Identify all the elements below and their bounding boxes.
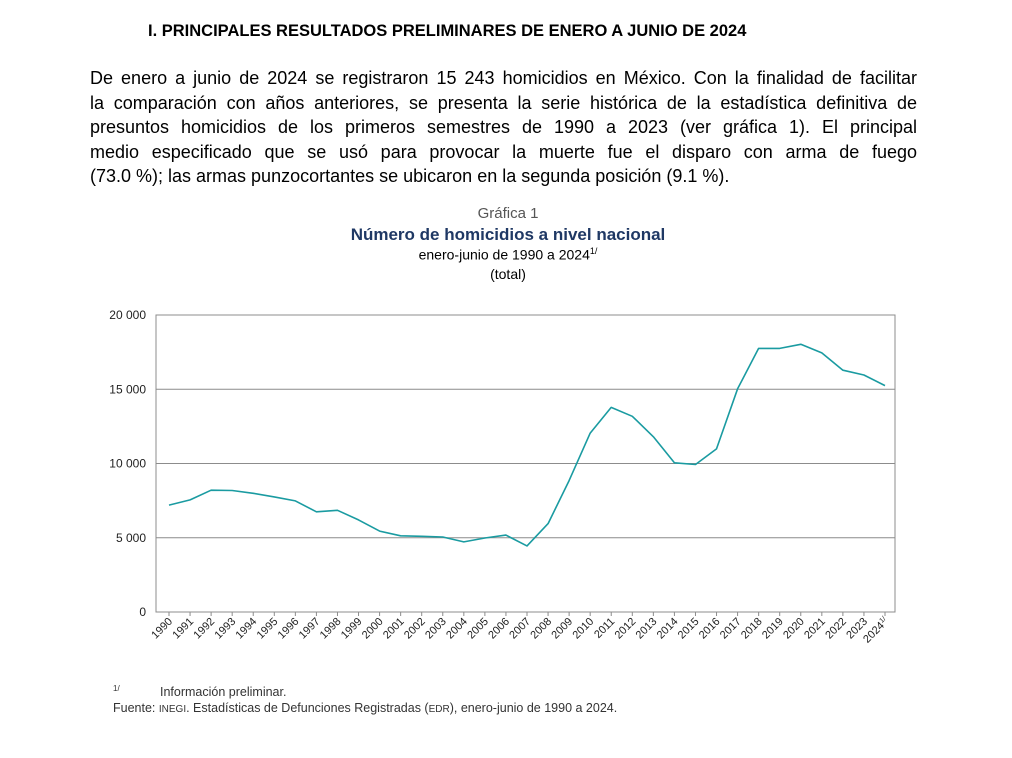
chart-subtitle-text: enero-junio de 1990 a 2024 — [418, 246, 590, 263]
y-tick-label: 0 — [139, 605, 146, 619]
y-tick-label: 20 000 — [109, 308, 146, 322]
paragraph-line: presuntos homicidios de los primeros sem… — [90, 117, 917, 137]
source-line: Fuente: INEGI. Estadísticas de Defuncion… — [113, 701, 617, 715]
x-tick-label: 2008 — [528, 616, 554, 642]
intro-paragraph: De enero a junio de 2024 se registraron … — [90, 66, 917, 189]
x-tick-label: 2019 — [760, 616, 786, 642]
chart-subtitle: enero-junio de 1990 a 20241/ — [0, 246, 1012, 263]
paragraph-line: De enero a junio de 2024 se registraron … — [90, 68, 917, 88]
x-tick-label: 1994 — [234, 616, 260, 642]
section-heading: I. PRINCIPALES RESULTADOS PRELIMINARES D… — [148, 22, 747, 40]
chart-title: Número de homicidios a nivel nacional — [350, 225, 666, 244]
y-tick-label: 15 000 — [109, 382, 146, 396]
x-tick-label: 2006 — [486, 616, 512, 642]
x-tick-label: 2002 — [402, 616, 428, 642]
x-tick-label: 2022 — [823, 616, 849, 642]
x-tick-label: 2012 — [613, 616, 639, 642]
x-tick-label: 2001 — [381, 616, 407, 642]
x-tick-label: 2010 — [570, 616, 596, 642]
x-tick-label: 2015 — [676, 616, 702, 642]
x-tick-label: 2003 — [423, 616, 449, 642]
x-tick-label: 2017 — [718, 616, 744, 642]
x-tick-label: 2011 — [592, 616, 617, 641]
x-tick-label: 2018 — [739, 616, 765, 642]
chart-unit: (total) — [490, 266, 526, 282]
x-tick-label: 2021 — [802, 616, 828, 642]
paragraph-line: la comparación con años anteriores, se p… — [90, 92, 917, 113]
x-tick-label: 1996 — [276, 616, 302, 642]
x-tick-label: 1990 — [149, 616, 175, 642]
paragraph-line: (73.0 %); las armas punzocortantes se ub… — [90, 166, 730, 186]
paragraph-line: medio especificado que se usó para provo… — [90, 141, 917, 162]
source-org: INEGI — [158, 704, 187, 715]
x-tick-label: 2009 — [549, 616, 575, 642]
source-tail: ), enero-junio de 1990 a 2024. — [449, 701, 618, 715]
x-tick-label: 2000 — [360, 616, 386, 642]
x-tick-footnote-mark: 1/ — [879, 616, 888, 625]
x-tick-label: 2020 — [781, 616, 807, 642]
x-tick-label: 2013 — [634, 616, 660, 642]
y-tick-label: 5 000 — [116, 531, 146, 545]
x-tick-label: 1992 — [191, 616, 217, 642]
footnote-text: Información preliminar. — [160, 685, 287, 699]
x-tick-label: 1998 — [318, 616, 344, 642]
x-tick-label: 2004 — [444, 616, 470, 642]
x-tick-label: 2005 — [465, 616, 491, 642]
x-tick-label: 1999 — [339, 616, 365, 642]
plot-frame — [155, 314, 896, 613]
x-tick-label: 1993 — [212, 616, 238, 642]
source-label: Fuente: — [113, 701, 156, 715]
y-tick-label: 10 000 — [109, 457, 146, 471]
subtitle-footnote-mark: 1/ — [589, 246, 598, 256]
line-chart: 0 5 000 10 000 15 000 20 000 1990199119921993… — [109, 308, 896, 646]
source-text: . Estadísticas de Defunciones Registrada… — [186, 701, 429, 715]
figure-number: Gráfica 1 — [477, 205, 539, 222]
x-tick-label: 1991 — [170, 616, 196, 642]
x-tick-label: 2007 — [507, 616, 533, 642]
series-line — [168, 343, 886, 547]
x-tick-label: 1995 — [255, 616, 281, 642]
x-tick-label: 2016 — [697, 616, 723, 642]
x-tick-label: 1997 — [297, 616, 323, 642]
footnote-mark: 1/ — [113, 684, 120, 693]
source-abbr: EDR — [428, 704, 450, 715]
x-tick-label: 2014 — [655, 616, 681, 642]
